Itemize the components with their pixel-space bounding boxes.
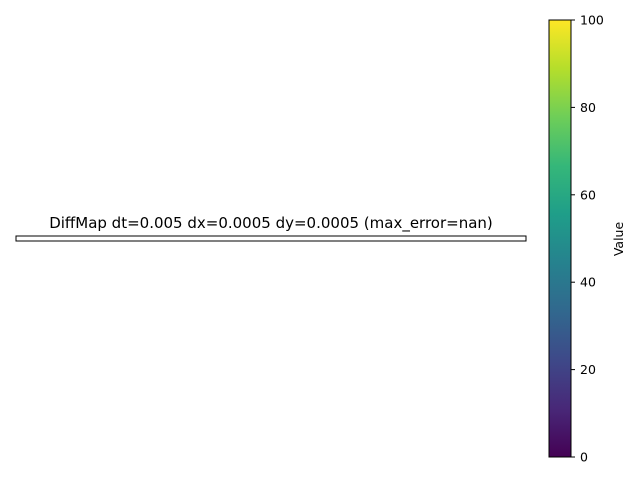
colorbar-ticks: 0 20 40 60 80 100 <box>571 13 604 465</box>
colorbar-tick-label: 100 <box>580 13 604 28</box>
colorbar-gradient <box>549 20 571 457</box>
colorbar-tick-label: 80 <box>580 100 596 115</box>
colorbar-tick-label: 0 <box>580 450 588 465</box>
plot-title: DiffMap dt=0.005 dx=0.0005 dy=0.0005 (ma… <box>49 214 493 233</box>
colorbar-tick-label: 60 <box>580 187 596 202</box>
colorbar-label: Value <box>611 222 626 257</box>
colorbar-frame <box>548 19 572 458</box>
colorbar-tick-label: 20 <box>580 362 596 377</box>
heatmap-frame <box>15 235 527 242</box>
colorbar-tick-label: 40 <box>580 275 596 290</box>
